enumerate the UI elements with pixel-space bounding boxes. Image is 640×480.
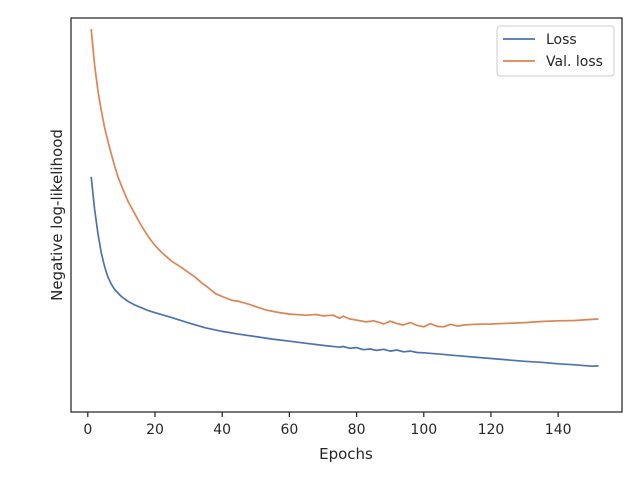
plot-frame [70,17,623,413]
x-tick-label: 80 [348,422,366,438]
x-tick-label: 0 [83,422,92,438]
series-line-val-loss [90,28,599,328]
x-tick-label: 40 [213,422,231,438]
y-axis-label: Negative log-likelihood [48,129,66,301]
x-tick-label: 20 [146,422,164,438]
x-tick-label: 140 [545,422,572,438]
x-tick-label: 100 [410,422,437,438]
legend-label-loss: Loss [546,32,577,48]
series-layer [90,28,599,368]
legend-label-val-loss: Val. loss [546,54,603,70]
x-axis: 0 20 40 60 80 100 120 140 [83,412,572,438]
legend: Loss Val. loss [496,25,615,77]
x-tick-label: 60 [280,422,298,438]
series-line-loss [90,176,599,368]
x-tick-label: 120 [478,422,505,438]
x-axis-label: Epochs [319,445,373,463]
